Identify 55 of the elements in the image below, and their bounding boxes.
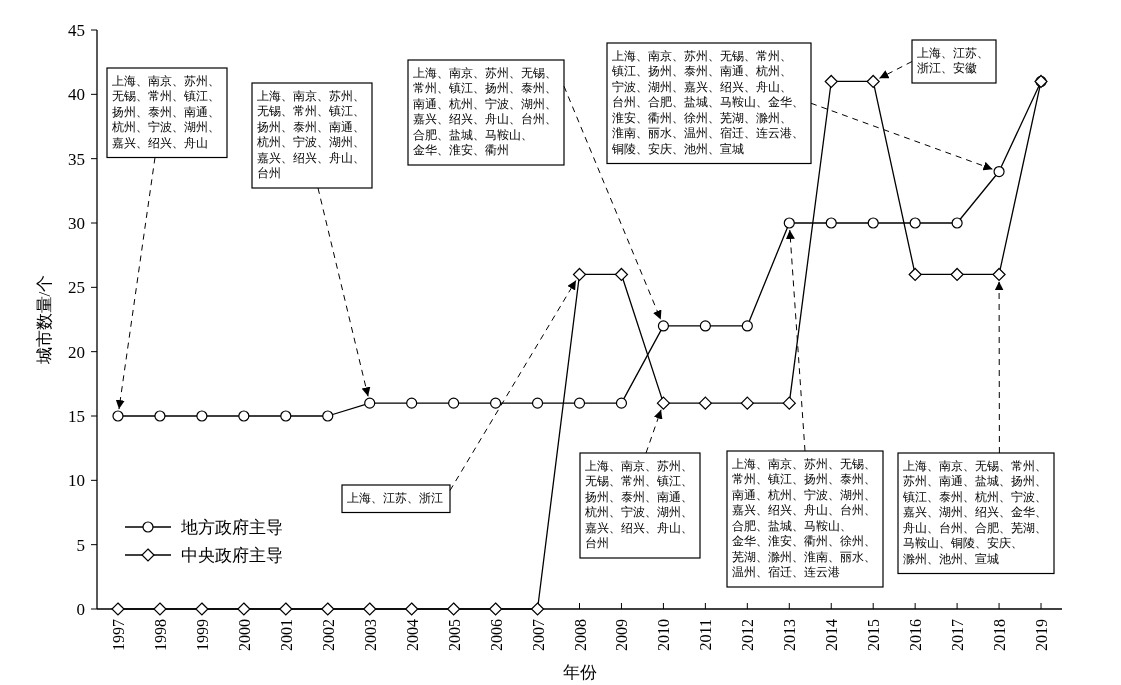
y-tick-label: 40 bbox=[68, 85, 85, 105]
annotation: 上海、江苏、浙江 bbox=[341, 484, 451, 514]
x-tick-label: 2002 bbox=[319, 619, 337, 651]
x-tick-label: 2017 bbox=[949, 619, 967, 651]
annotation: 上海、南京、苏州、无锡、常州、镇江、扬州、泰州、南通、杭州、宁波、湖州、嘉兴、绍兴、舟山、台州 bbox=[584, 458, 693, 549]
x-tick-label: 1998 bbox=[151, 619, 169, 651]
annotation: 上海、南京、无锡、常州、苏州、南通、盐城、扬州、镇江、泰州、杭州、宁波、嘉兴、湖州、绍兴、金华、舟山、台州、合肥、芜湖、马鞍山、铜陵、安庆、滁州、池州、宣城 bbox=[897, 452, 1055, 575]
x-tick-label: 2019 bbox=[1033, 619, 1051, 651]
x-tick-label: 2010 bbox=[655, 619, 673, 651]
x-tick-label: 2018 bbox=[991, 619, 1009, 651]
legend-label: 中央政府主导 bbox=[181, 546, 283, 565]
annotation: 上海、南京、苏州、无锡、常州、镇江、扬州、泰州、南通、杭州、宁波、湖州、嘉兴、绍兴、舟山、台州、合肥、盐城、马鞍山、金华、淮安、衢州、徐州、芜湖、滁州、淮南、丽水、温州、宿迁、连云港 bbox=[732, 456, 876, 578]
legend-label: 地方政府主导 bbox=[180, 518, 283, 537]
y-tick-label: 30 bbox=[68, 214, 85, 233]
y-tick-label: 5 bbox=[76, 535, 85, 555]
x-tick-label: 2006 bbox=[487, 619, 505, 651]
annotation: 上海、江苏、浙江、安徽 bbox=[911, 39, 997, 84]
annotation: 上海、南京、苏州、无锡、常州、镇江、扬州、泰州、南通、杭州、宁波、湖州、嘉兴、绍兴、舟山、台州、合肥、盐城、马鞍山、金华、淮安、衢州、徐州、芜湖、滁州、淮南、丽水、温州、宿迁、连云港 bbox=[726, 450, 884, 588]
y-tick-label: 35 bbox=[68, 149, 85, 169]
annotation: 上海、江苏、浙江、安徽 bbox=[917, 46, 989, 74]
annotation: 上海、南京、苏州、无锡、常州、镇江、扬州、泰州、南通、杭州、宁波、湖州、嘉兴、绍兴、舟山 bbox=[106, 67, 228, 159]
x-tick-label: 2008 bbox=[571, 619, 589, 651]
annotation: 上海、南京、苏州、无锡、常州、镇江、扬州、泰州、南通、杭州、宁波、湖州、嘉兴、绍兴、舟山 bbox=[111, 73, 220, 149]
annotation: 上海、南京、苏州、无锡、常州、镇江、扬州、泰州、南通、杭州、宁波、湖州、嘉兴、绍兴、舟山、台州、合肥、盐城、马鞍山、金华、淮安、衢州、徐州、芜湖、滁州、淮南、丽水、温州、宿迁、连云港、铜陵、安庆、池州、宣城 bbox=[611, 48, 804, 155]
y-tick-label: 0 bbox=[76, 600, 85, 619]
x-tick-label: 2014 bbox=[823, 619, 841, 651]
annotation: 上海、南京、苏州、无锡、常州、镇江、扬州、泰州、南通、杭州、宁波、湖州、嘉兴、绍兴、舟山、台州、合肥、盐城、马鞍山、金华、淮安、衢州 bbox=[413, 65, 557, 156]
annotation: 上海、南京、苏州、无锡、常州、镇江、扬州、泰州、南通、杭州、宁波、湖州、嘉兴、绍兴、舟山、台州 bbox=[256, 88, 365, 179]
annotation: 上海、江苏、浙江 bbox=[347, 491, 443, 504]
x-tick-label: 2001 bbox=[277, 619, 295, 651]
x-tick-label: 2004 bbox=[403, 619, 421, 651]
annotation: 上海、南京、苏州、无锡、常州、镇江、扬州、泰州、南通、杭州、宁波、湖州、嘉兴、绍兴、舟山、台州、合肥、盐城、马鞍山、金华、淮安、衢州 bbox=[407, 59, 565, 166]
x-tick-label: 2011 bbox=[697, 619, 715, 651]
x-tick-label: 2016 bbox=[907, 619, 925, 651]
x-tick-label: 2012 bbox=[739, 619, 757, 651]
annotation: 上海、南京、苏州、无锡、常州、镇江、扬州、泰州、南通、杭州、宁波、湖州、嘉兴、绍兴、舟山、台州、合肥、盐城、马鞍山、金华、淮安、衢州、徐州、芜湖、滁州、淮南、丽水、温州、宿迁、连云港、铜陵、安庆、池州、宣城 bbox=[606, 42, 812, 165]
annotation: 上海、南京、苏州、无锡、常州、镇江、扬州、泰州、南通、杭州、宁波、湖州、嘉兴、绍兴、舟山、台州 bbox=[251, 82, 373, 189]
y-tick-label: 15 bbox=[68, 407, 85, 426]
annotation: 上海、南京、无锡、常州、苏州、南通、盐城、扬州、镇江、泰州、杭州、宁波、嘉兴、湖州、绍兴、金华、舟山、台州、合肥、芜湖、马鞍山、铜陵、安庆、滁州、池州、宣城 bbox=[902, 458, 1047, 565]
y-tick-label: 10 bbox=[68, 471, 85, 491]
x-tick-label: 2005 bbox=[445, 619, 463, 651]
x-tick-label: 2000 bbox=[235, 619, 253, 651]
x-tick-label: 1997 bbox=[109, 619, 127, 651]
x-tick-label: 2015 bbox=[865, 619, 883, 651]
y-tick-label: 45 bbox=[68, 21, 85, 40]
x-tick-label: 2007 bbox=[529, 619, 547, 651]
x-tick-label: 1999 bbox=[193, 619, 211, 651]
y-axis-title: 城市数量/个 bbox=[35, 274, 54, 366]
annotation: 上海、南京、苏州、无锡、常州、镇江、扬州、泰州、南通、杭州、宁波、湖州、嘉兴、绍兴、舟山、台州 bbox=[579, 452, 701, 559]
x-tick-label: 2009 bbox=[613, 619, 631, 651]
y-tick-label: 20 bbox=[68, 342, 85, 362]
x-tick-label: 2003 bbox=[361, 619, 379, 651]
x-axis-title: 年份 bbox=[562, 663, 597, 682]
y-tick-label: 25 bbox=[68, 278, 85, 298]
x-tick-label: 2013 bbox=[781, 619, 799, 651]
